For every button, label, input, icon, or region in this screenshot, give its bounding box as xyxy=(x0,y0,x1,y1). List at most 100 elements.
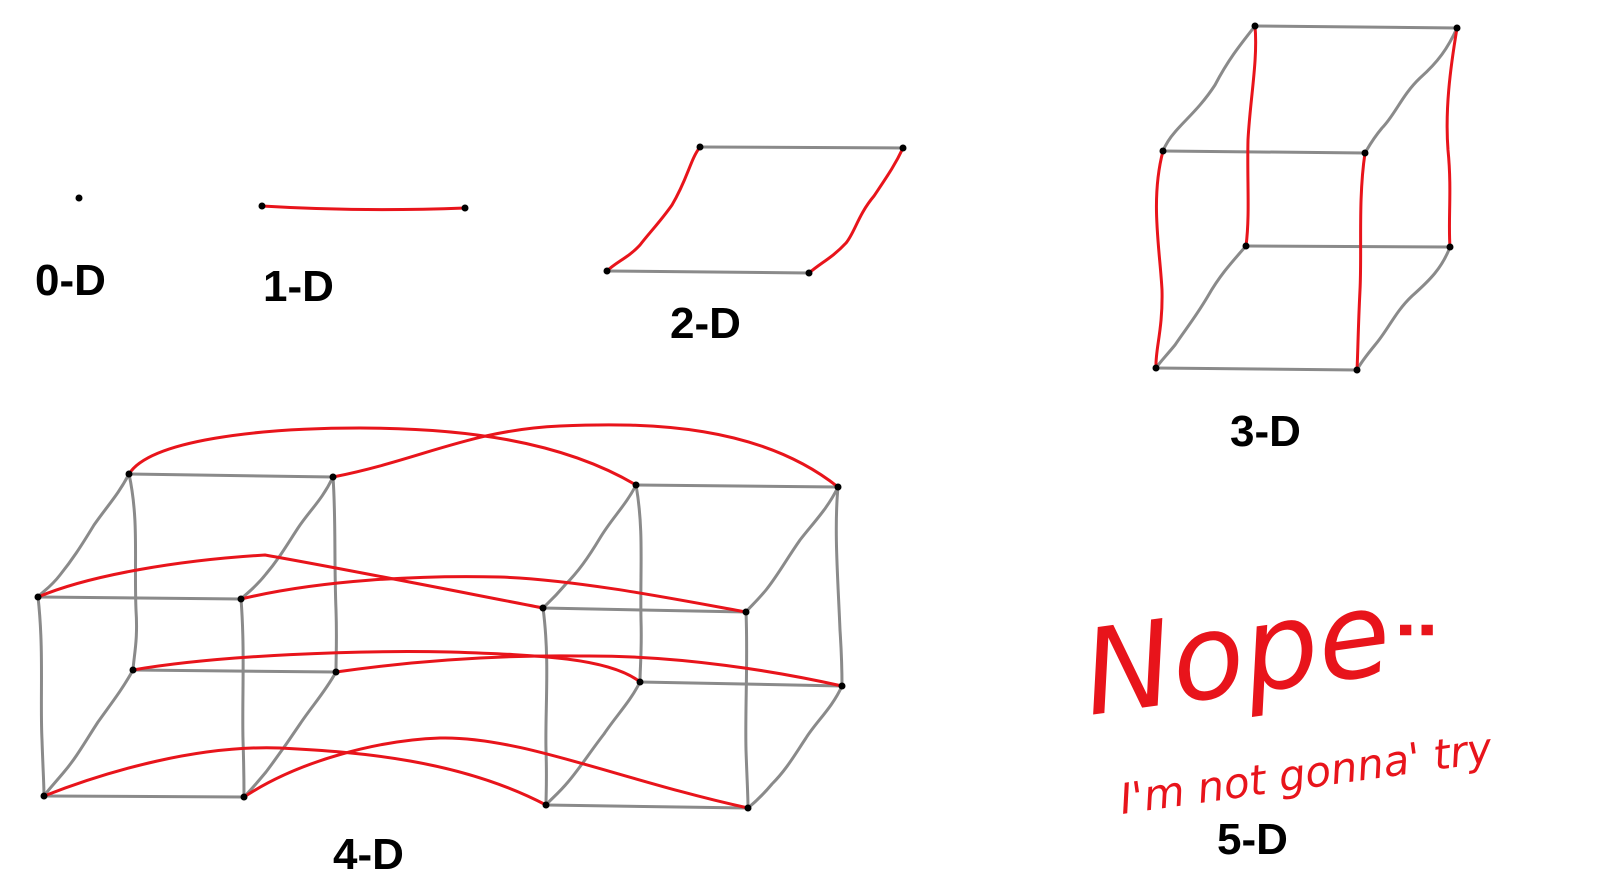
edge-grey xyxy=(544,803,750,810)
vertex xyxy=(125,470,133,478)
edge-grey xyxy=(127,472,139,672)
square-2d xyxy=(603,143,907,277)
edge-red xyxy=(1244,24,1258,248)
edge-red xyxy=(331,423,840,489)
edge-grey xyxy=(541,483,638,610)
vertex xyxy=(1159,147,1167,155)
vertex xyxy=(75,194,83,202)
edge-grey xyxy=(42,794,246,799)
vertex xyxy=(1453,24,1461,32)
vertex xyxy=(1152,364,1160,372)
tesseract-connectors xyxy=(36,423,844,810)
label-3d: 3-D xyxy=(1230,407,1301,456)
edge-grey xyxy=(638,680,844,688)
vertex xyxy=(603,267,611,275)
label-5d: 5-D xyxy=(1217,815,1288,864)
vertex xyxy=(129,666,137,674)
edge-grey xyxy=(634,483,643,684)
vertex xyxy=(40,792,48,800)
vertex xyxy=(34,593,42,601)
edge-grey xyxy=(239,475,335,601)
edge-grey xyxy=(1161,24,1257,153)
edge-red xyxy=(36,553,545,610)
edge-grey xyxy=(698,145,905,150)
edge-grey xyxy=(744,485,840,614)
vertex xyxy=(329,473,337,481)
edge-grey xyxy=(605,269,811,275)
edge-red xyxy=(807,146,905,275)
edge-grey xyxy=(1355,245,1452,372)
edge-grey xyxy=(746,684,844,810)
edge-grey xyxy=(36,472,131,599)
edge-grey xyxy=(127,472,335,479)
vertex xyxy=(744,804,752,812)
nope-text: Nope xyxy=(1075,563,1399,743)
label-1d: 1-D xyxy=(263,262,334,311)
nope-note: Nope : I'm not gonna' try xyxy=(1075,563,1496,824)
vertex xyxy=(742,608,750,616)
edge-grey xyxy=(1244,244,1452,249)
edge-grey xyxy=(634,483,840,489)
vertex xyxy=(696,143,704,151)
edge-grey xyxy=(1253,24,1459,30)
nope-subtext: I'm not gonna' try xyxy=(1117,723,1496,824)
edge-red xyxy=(239,575,748,614)
edge-red xyxy=(242,736,750,810)
label-4d: 4-D xyxy=(333,830,404,879)
edge-red xyxy=(127,426,638,487)
edge-red xyxy=(131,650,642,684)
edge-red xyxy=(1355,151,1367,372)
edge-grey xyxy=(541,606,549,807)
edge-red xyxy=(42,746,548,807)
edge-red xyxy=(605,145,702,273)
edge-grey xyxy=(744,610,750,810)
vertex xyxy=(1242,242,1250,250)
vertex xyxy=(237,595,245,603)
edge-grey xyxy=(42,668,135,798)
edge-grey xyxy=(834,485,844,688)
vertex xyxy=(542,801,550,809)
edge-red xyxy=(334,654,844,688)
vertex xyxy=(1251,22,1259,30)
edge-grey xyxy=(331,475,338,674)
edge-grey xyxy=(36,595,46,798)
edge-red xyxy=(260,204,467,212)
nope-face: : xyxy=(1385,618,1455,642)
vertex xyxy=(258,202,266,210)
vertex xyxy=(1353,366,1361,374)
vertex xyxy=(632,481,640,489)
vertex xyxy=(539,604,547,612)
edge-grey xyxy=(242,670,338,799)
vertex xyxy=(1361,149,1369,157)
edge-grey xyxy=(1363,26,1459,155)
vertex xyxy=(1446,243,1454,251)
edge-grey xyxy=(1154,366,1359,372)
vertex xyxy=(332,668,340,676)
edge-grey xyxy=(1154,244,1248,370)
vertex xyxy=(636,678,644,686)
edge-grey xyxy=(239,597,246,799)
tesseract-4d xyxy=(34,423,846,812)
vertex xyxy=(240,793,248,801)
edge-grey xyxy=(544,680,642,807)
edge-grey xyxy=(36,595,243,601)
vertex xyxy=(899,144,907,152)
edge-grey xyxy=(541,606,748,614)
vertex xyxy=(834,483,842,491)
label-0d: 0-D xyxy=(35,256,106,305)
vertex xyxy=(805,269,813,277)
tesseract-cube-right xyxy=(541,483,844,810)
edge-grey xyxy=(1161,149,1367,155)
point-0d xyxy=(75,194,83,202)
tesseract-cube-left xyxy=(36,472,338,799)
vertex xyxy=(838,682,846,690)
edge-red xyxy=(1154,149,1165,370)
cube-3d xyxy=(1152,22,1461,374)
edge-grey xyxy=(131,668,338,674)
edge-red xyxy=(1445,26,1459,249)
label-2d: 2-D xyxy=(670,299,741,348)
vertex xyxy=(461,204,469,212)
tesseract-vertices xyxy=(34,470,846,812)
line-1d xyxy=(258,202,469,212)
